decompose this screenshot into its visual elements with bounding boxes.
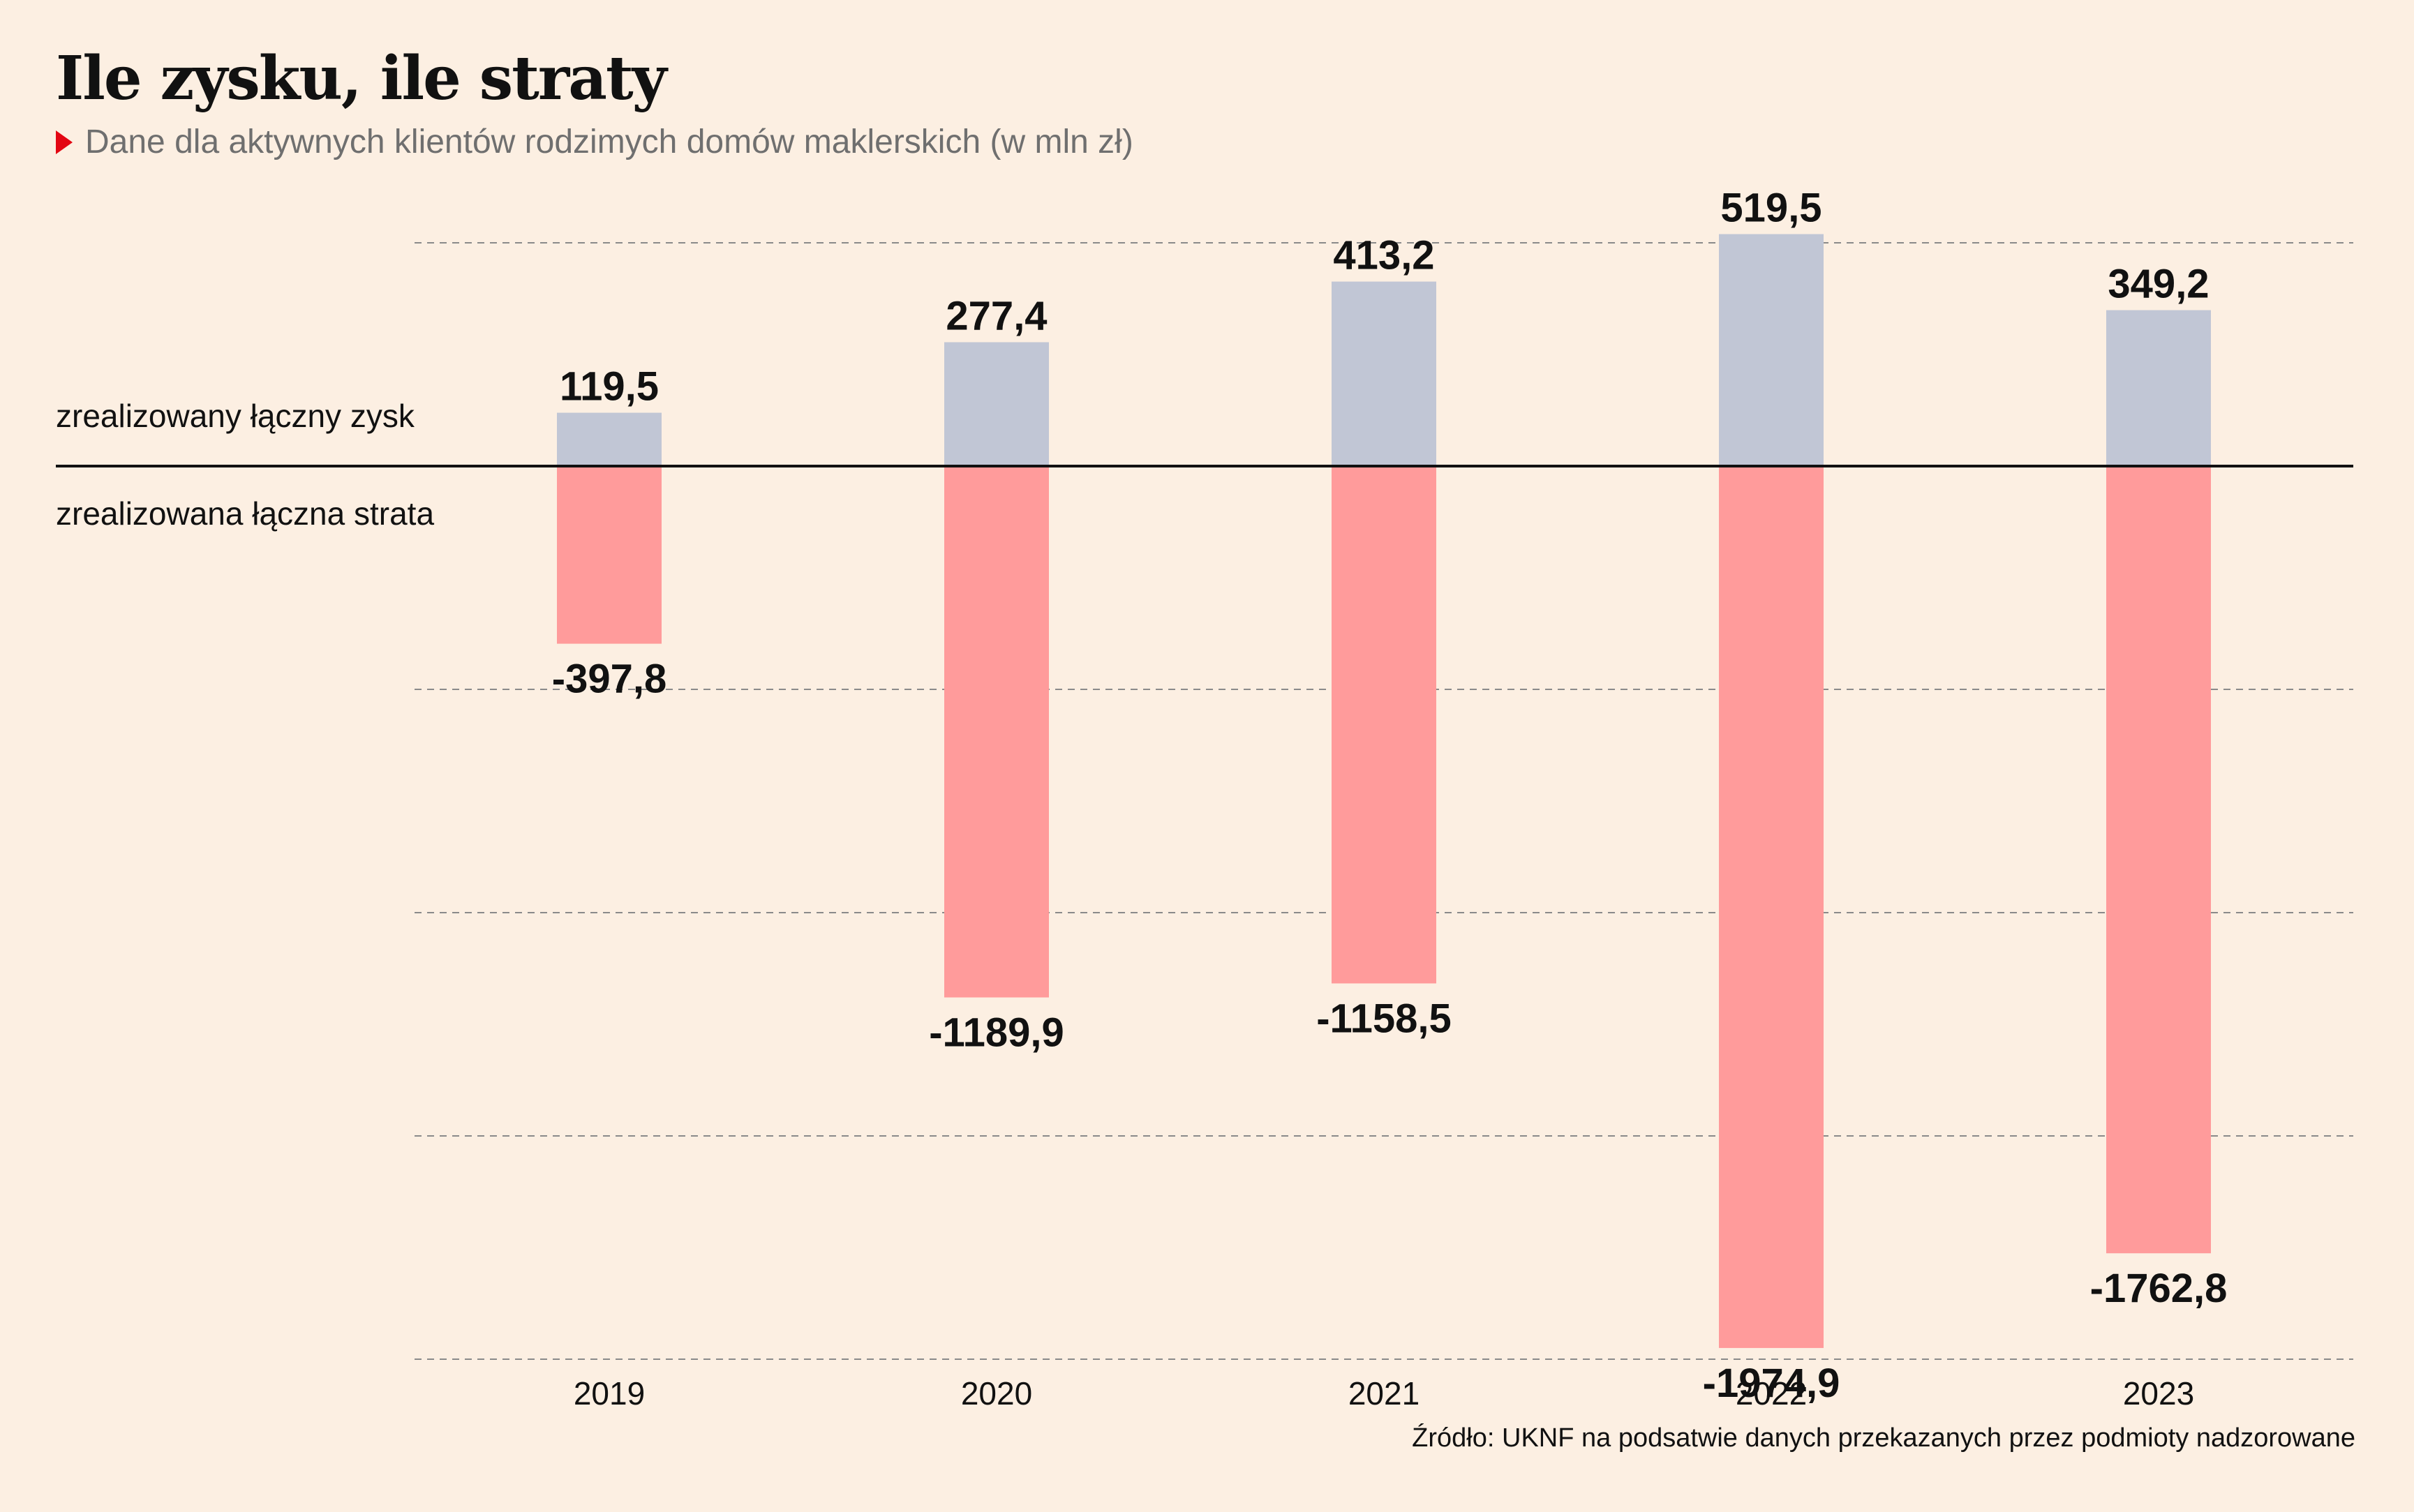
- x-tick-label: 2020: [961, 1375, 1032, 1412]
- profit-data-label: 349,2: [2108, 262, 2209, 307]
- loss-data-label: -1158,5: [1316, 996, 1452, 1041]
- profit-data-label: 119,5: [560, 364, 659, 410]
- loss-data-label: -1189,9: [929, 1010, 1064, 1056]
- profit-data-label: 519,5: [1720, 186, 1821, 231]
- x-tick-label: 2023: [2123, 1375, 2194, 1412]
- x-tick-label: 2022: [1736, 1375, 1807, 1412]
- loss-bar: [1332, 466, 1436, 984]
- chart-subtitle: Dane dla aktywnych klientów rodzimych do…: [56, 123, 1133, 161]
- x-tick-label: 2019: [574, 1375, 645, 1412]
- profit-bar: [1719, 234, 1824, 466]
- loss-data-label: -1762,8: [2090, 1266, 2228, 1311]
- subtitle-text: Dane dla aktywnych klientów rodzimych do…: [85, 123, 1133, 160]
- loss-bar: [2106, 466, 2211, 1254]
- loss-data-label: -397,8: [552, 657, 666, 702]
- source-note: Źródło: UKNF na podsatwie danych przekaz…: [1412, 1423, 2355, 1453]
- profit-bar: [2106, 310, 2211, 466]
- chart-title: Ile zysku, ile straty: [56, 43, 667, 114]
- profit-bar: [1332, 281, 1436, 466]
- loss-bar: [557, 466, 662, 644]
- profit-bar: [557, 412, 662, 466]
- legend-label-profit: zrealizowany łączny zysk: [56, 398, 415, 434]
- triangle-marker-icon: [56, 130, 73, 155]
- profit-data-label: 277,4: [946, 293, 1047, 338]
- profit-data-label: 413,2: [1333, 233, 1434, 278]
- profit-bar: [944, 342, 1049, 466]
- x-tick-label: 2021: [1348, 1375, 1420, 1412]
- loss-bar: [944, 466, 1049, 998]
- loss-data-label: -1974,9: [1703, 1361, 1840, 1406]
- legend-label-loss: zrealizowana łączna strata: [56, 495, 434, 532]
- loss-bar: [1719, 466, 1824, 1348]
